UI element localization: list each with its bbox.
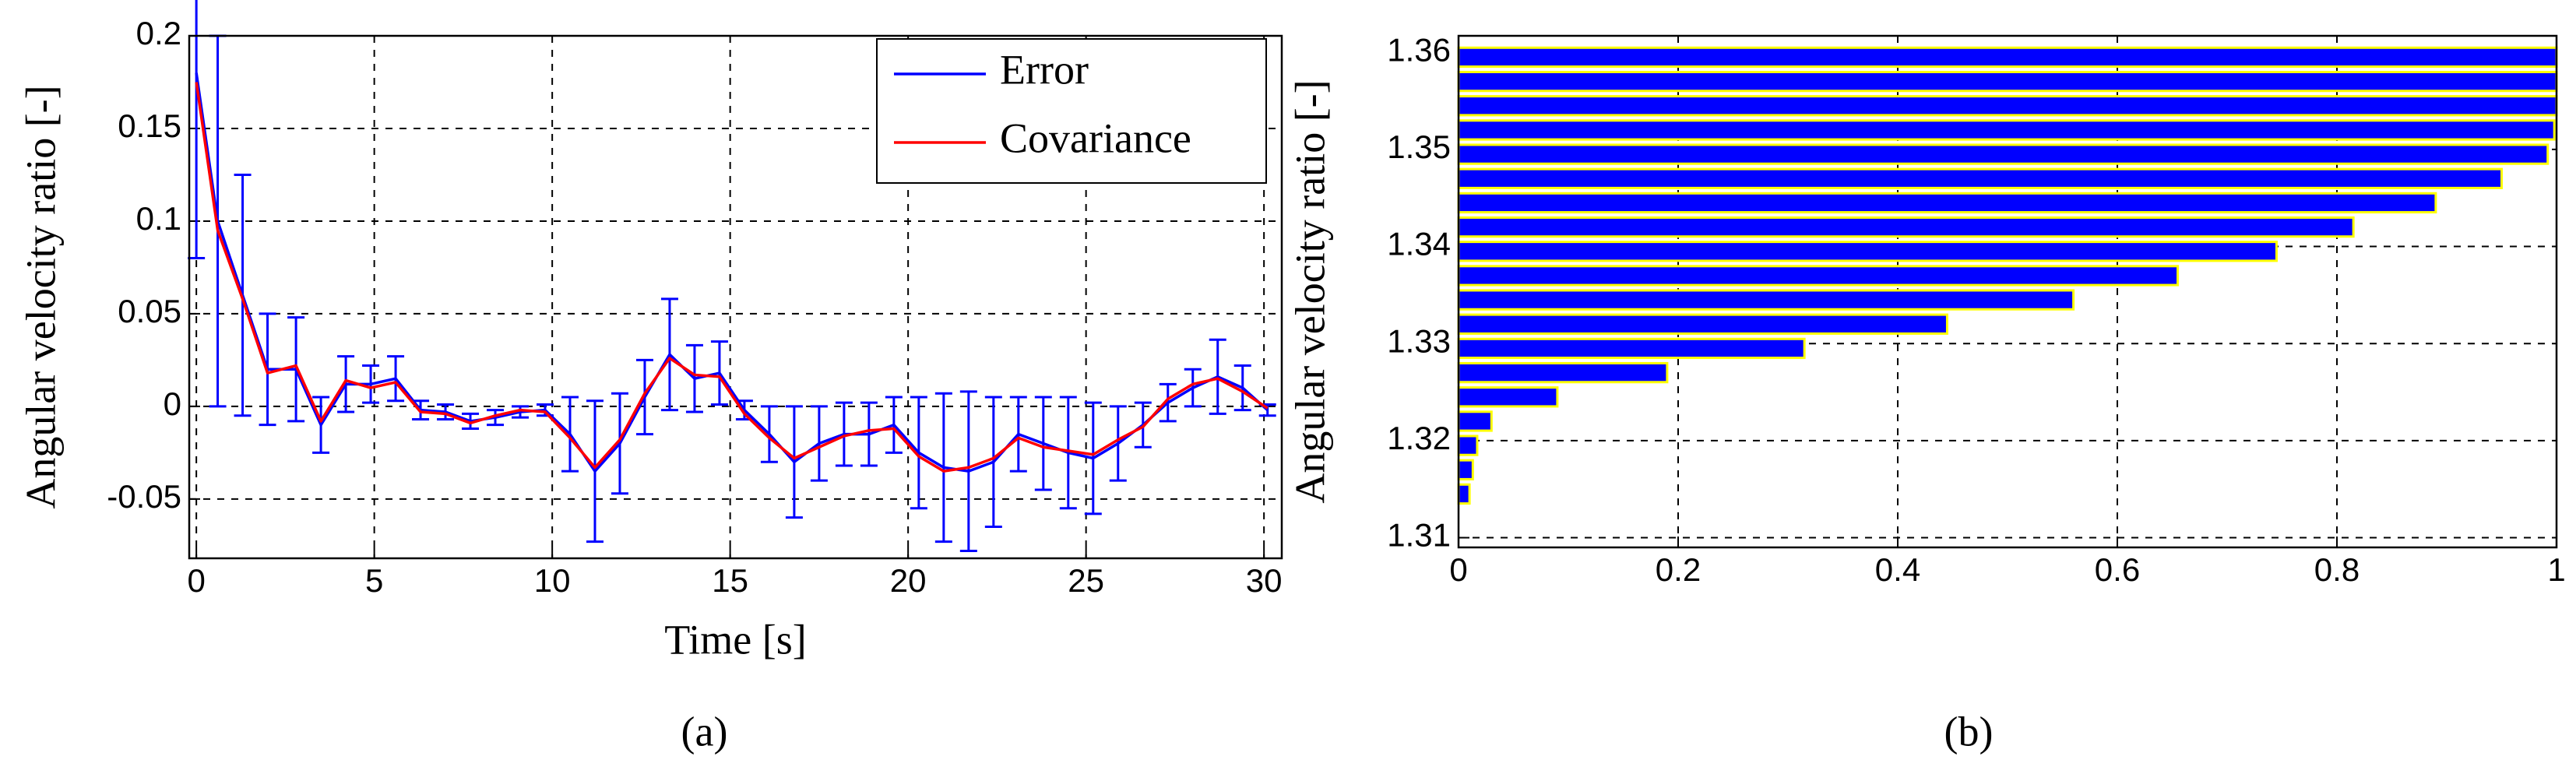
bar <box>1457 265 2180 287</box>
panel-label: (a) <box>681 708 728 755</box>
bar <box>1457 192 2437 214</box>
y-tick-label: 1.33 <box>1387 322 1451 359</box>
x-tick-label: 0.4 <box>1875 551 1920 588</box>
y-tick-label: 1.32 <box>1387 420 1451 456</box>
y-tick-label: 0 <box>164 385 181 422</box>
legend-label: Error <box>1000 46 1089 93</box>
series-line <box>195 82 1269 473</box>
y-tick-label: 1.31 <box>1387 517 1451 554</box>
bar <box>1457 434 1479 456</box>
plot-frame <box>1457 34 2558 549</box>
y-axis-label: Angular velocity ratio [-] <box>17 85 64 508</box>
x-tick-label: 0.6 <box>2095 551 2140 588</box>
y-tick-label: 1.34 <box>1387 226 1451 262</box>
x-tick-label: 5 <box>365 562 383 599</box>
bar <box>1457 119 2556 141</box>
bar <box>1457 459 1474 480</box>
x-tick-label: 0.8 <box>2314 551 2360 588</box>
x-tick-label: 20 <box>890 562 927 599</box>
bar <box>1457 361 1669 384</box>
x-tick-label: 0.2 <box>1656 551 1701 588</box>
bar <box>1457 46 2558 69</box>
bar <box>1457 313 1948 335</box>
x-tick-label: 15 <box>712 562 748 599</box>
x-tick-label: 25 <box>1068 562 1104 599</box>
y-tick-label: 0.2 <box>136 15 181 51</box>
x-axis-label: Time [s] <box>664 616 807 663</box>
series-line <box>195 72 1269 473</box>
bar <box>1457 410 1493 432</box>
bar <box>1457 337 1806 360</box>
x-tick-label: 0 <box>1449 551 1467 588</box>
x-tick-label: 1 <box>2547 551 2565 588</box>
x-tick-label: 30 <box>1246 562 1283 599</box>
legend-label: Covariance <box>1000 114 1191 161</box>
bar <box>1457 95 2558 117</box>
bar <box>1457 241 2278 262</box>
bar <box>1457 289 2075 311</box>
x-tick-label: 10 <box>534 562 571 599</box>
bar <box>1457 216 2355 238</box>
y-tick-label: 1.35 <box>1387 128 1451 165</box>
y-tick-label: 0.05 <box>118 293 181 329</box>
bar <box>1457 483 1471 505</box>
bar <box>1457 70 2558 93</box>
legend-box <box>876 38 1267 184</box>
bar <box>1457 167 2503 189</box>
y-tick-label: 0.1 <box>136 200 181 237</box>
y-tick-label: -0.05 <box>107 478 181 515</box>
bar <box>1457 143 2550 165</box>
x-tick-label: 0 <box>187 562 205 599</box>
y-axis-label: Angular velocity ratio [-] <box>1286 79 1333 503</box>
y-tick-label: 0.15 <box>118 107 181 144</box>
plot-frame <box>188 34 1283 560</box>
y-tick-label: 1.36 <box>1387 31 1451 68</box>
bar <box>1457 386 1559 408</box>
panel-label: (b) <box>1944 708 1994 755</box>
